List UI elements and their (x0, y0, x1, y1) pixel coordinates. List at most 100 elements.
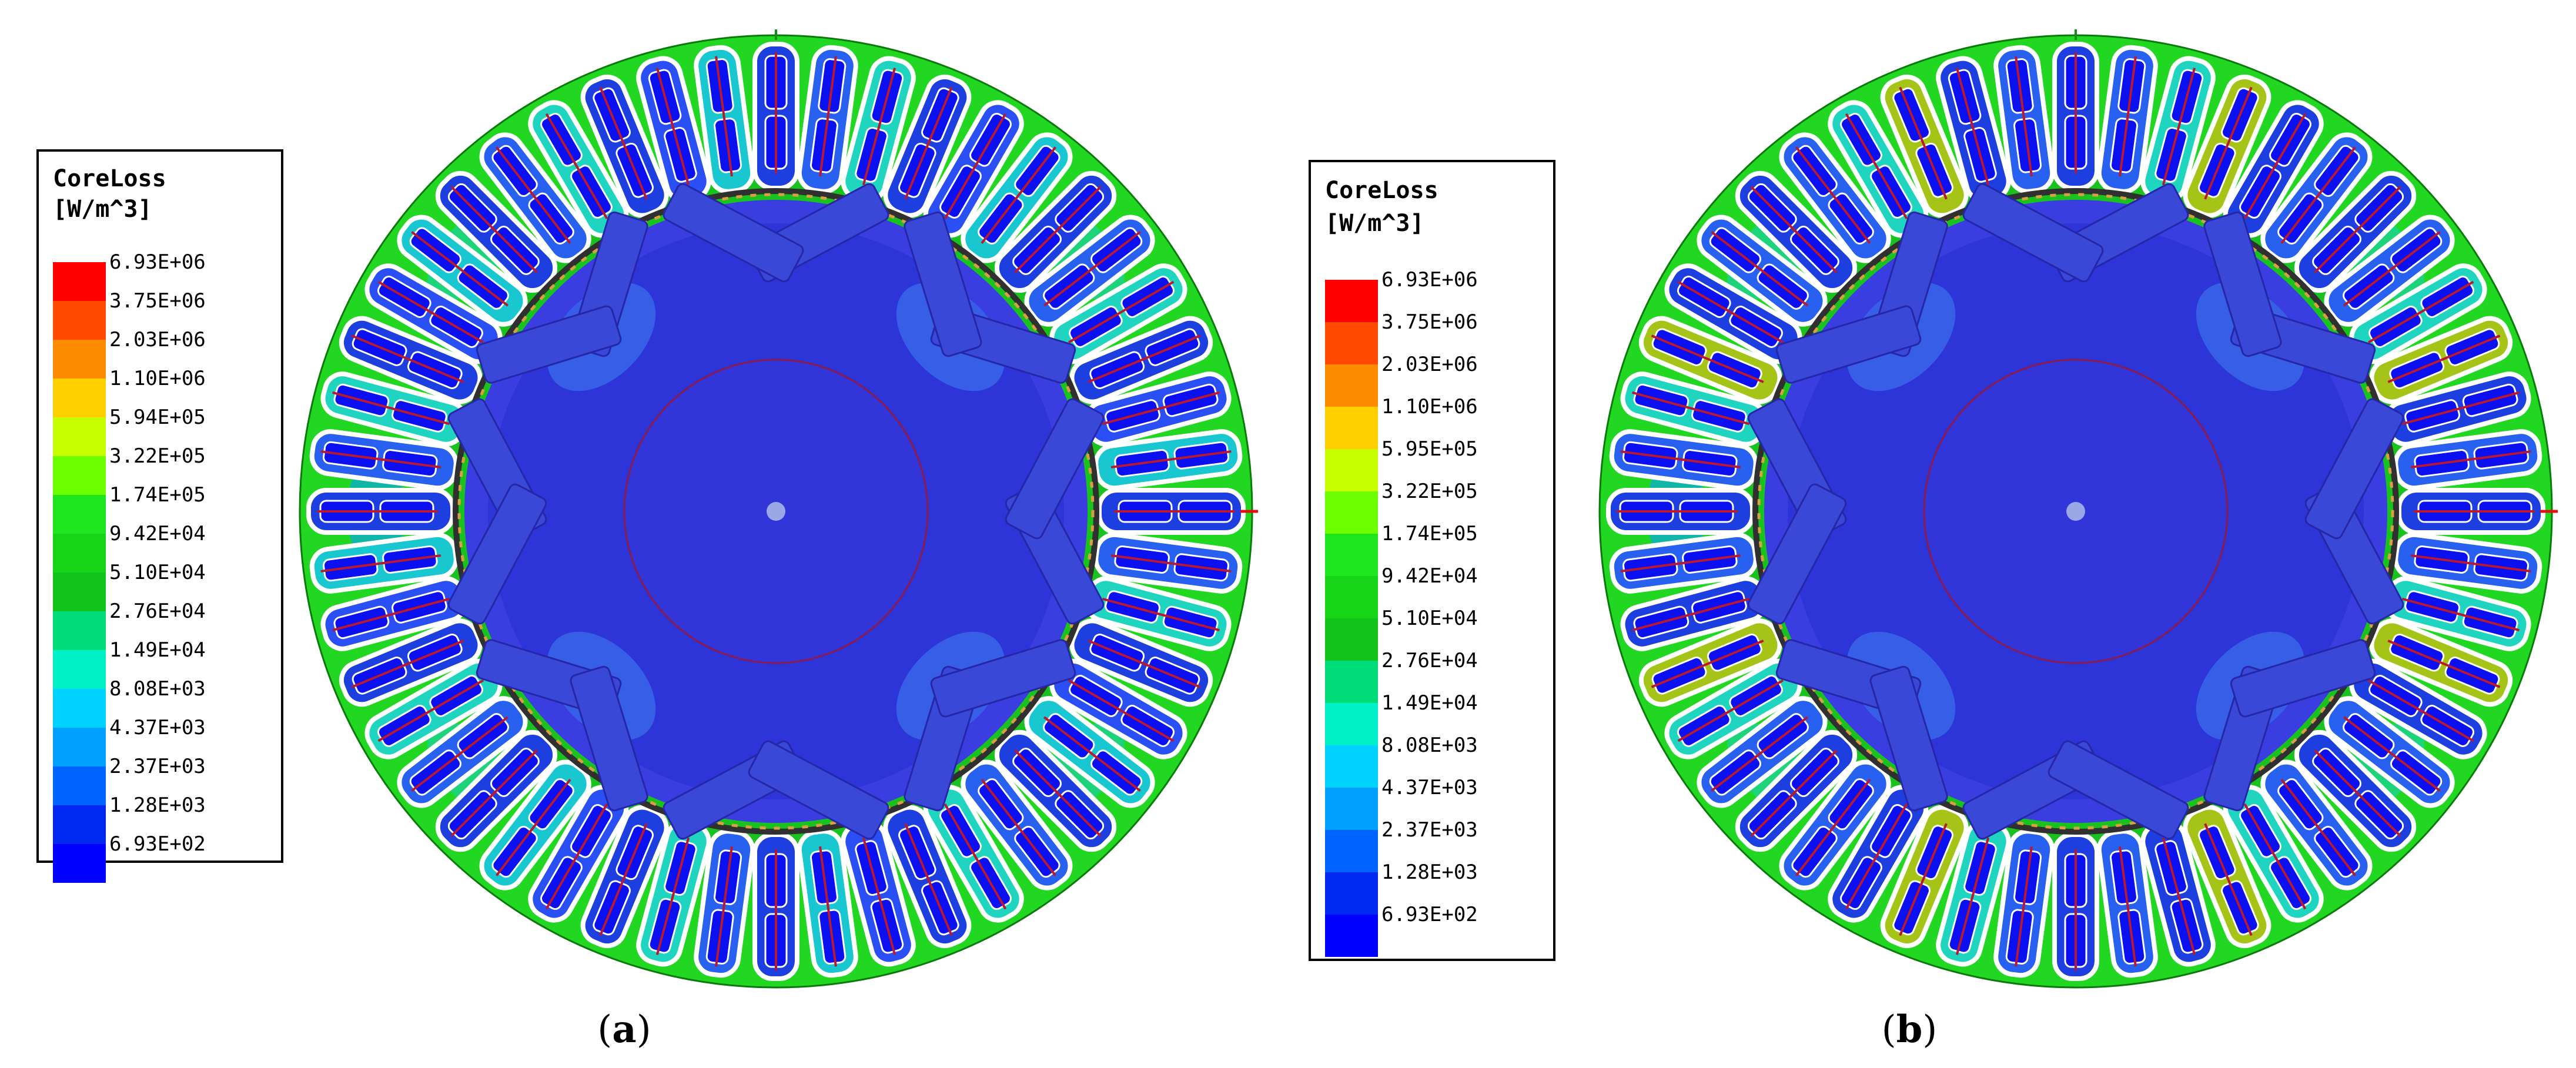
slot-separator (411, 230, 509, 307)
caption-b: (b) (1881, 1007, 1938, 1052)
slot-separator (1711, 230, 1809, 307)
stator-slot (580, 805, 669, 949)
slot-separator (2367, 679, 2474, 742)
slot-separator (2243, 113, 2307, 220)
legend-swatch (1325, 618, 1378, 661)
slot-separator (2410, 554, 2531, 572)
magnet-pocket (1962, 183, 2104, 283)
stator-slot (1664, 658, 1802, 759)
legend-swatch (53, 340, 106, 379)
magnet-pocket (930, 639, 1076, 718)
slot-separator (2314, 749, 2401, 837)
stator-slot (752, 42, 799, 190)
slot-separator (1043, 230, 1141, 307)
stator-slot (2140, 56, 2216, 203)
legend-swatch (53, 728, 106, 766)
stator-slot (1606, 488, 1755, 535)
legend-tick-label: 6.93E+02 (1381, 903, 1478, 926)
air-gap-hotspots (1757, 193, 2394, 830)
slot-separator (320, 450, 441, 468)
rotor-magnet-pair (2304, 398, 2404, 625)
slot-separator (1711, 716, 1809, 792)
stator-slot (1880, 74, 1969, 218)
slot-separator (332, 597, 450, 632)
legend-tick-label: 1.28E+03 (109, 794, 206, 817)
legend-tick-label: 1.74E+05 (109, 483, 206, 507)
magnet-pocket (663, 183, 804, 283)
stator-slot (528, 785, 629, 923)
stator-slot (694, 45, 755, 194)
rotor-magnet-pair (1747, 398, 1847, 625)
legend-tick-label: 9.42E+04 (109, 522, 206, 545)
legend-tick-label: 1.10E+06 (1381, 395, 1478, 419)
slot-separator (450, 186, 538, 273)
stator-slot (923, 100, 1024, 238)
air-gap-hotspots (457, 193, 1095, 830)
rotor-magnet-pair (1775, 211, 1948, 384)
rotor-magnet-pair (1005, 398, 1105, 625)
legend-tick-label: 1.28E+03 (1381, 861, 1478, 884)
stator-slot (2369, 618, 2513, 707)
legend-tick-label: 1.74E+05 (1381, 522, 1478, 545)
stator-slot (1620, 576, 1768, 651)
slot-separator (1102, 597, 1220, 632)
rotor-magnet-pair (1962, 740, 2189, 840)
legend-swatch (1325, 872, 1378, 915)
legend-swatch (1325, 280, 1378, 322)
stator-slot (1024, 696, 1155, 808)
stator-slot (2397, 488, 2545, 535)
slot-separator (2119, 56, 2137, 177)
slot-separator (1845, 113, 1908, 220)
magnet-pocket (447, 483, 547, 625)
stator-slot (1779, 132, 1891, 263)
magnet-pocket (2230, 639, 2376, 718)
legend-swatch (53, 650, 106, 689)
stator-slot (961, 759, 1073, 890)
slot-separator (904, 823, 953, 936)
caption-letter: b (1896, 1007, 1923, 1052)
legend-a: CoreLoss [W/m^3] 6.93E+06 3.75E+06 2.03E+0… (36, 149, 283, 883)
slot-separator (944, 113, 1007, 220)
panel-a: CoreLoss [W/m^3] 6.93E+06 3.75E+06 2.03E+0… (36, 29, 1258, 1049)
slot-separator (2401, 391, 2520, 426)
legend-swatch (53, 805, 106, 844)
stator-slot (479, 759, 591, 890)
legend-tick-label: 3.22E+05 (109, 444, 206, 468)
magnet-pocket (904, 211, 982, 357)
rotor-magnet-pair (904, 211, 1076, 384)
magnet-pocket (2304, 398, 2404, 540)
legend-swatch (1325, 322, 1378, 364)
slot-separator (715, 56, 733, 177)
stator-slot (1993, 45, 2055, 194)
slot-separator (1845, 803, 1908, 910)
motor-core-loss-plot-a (299, 29, 1258, 989)
slot-separator (599, 823, 648, 936)
stator-slot (2052, 42, 2099, 190)
slot-separator (1632, 391, 1750, 426)
slot-separator (2119, 846, 2137, 967)
stator-slot (1993, 829, 2055, 978)
slot-separator (2162, 837, 2196, 955)
legend-tick-label: 2.76E+04 (109, 600, 206, 623)
slot-separator (2343, 716, 2441, 792)
slot-separator (495, 146, 571, 245)
slot-separator (1651, 334, 1764, 383)
stator-slot (2324, 215, 2455, 327)
magnet-pocket (748, 740, 889, 840)
slot-separator (655, 68, 690, 186)
stator-slot (841, 56, 916, 203)
stator-slot (309, 532, 459, 594)
stator-slot (1069, 618, 1213, 707)
slot-separator (2243, 803, 2307, 910)
legend-swatch (53, 844, 106, 883)
stator-slot (1664, 263, 1802, 364)
slot-separator (1014, 749, 1102, 837)
slot-separator (1043, 716, 1141, 792)
slot-separator (819, 56, 837, 177)
slot-separator (981, 146, 1057, 245)
stator-slot (2052, 832, 2099, 981)
legend-swatch (1325, 364, 1378, 407)
slot-separator (411, 716, 509, 792)
magnet-pocket (1005, 398, 1105, 540)
slot-separator (351, 640, 464, 688)
